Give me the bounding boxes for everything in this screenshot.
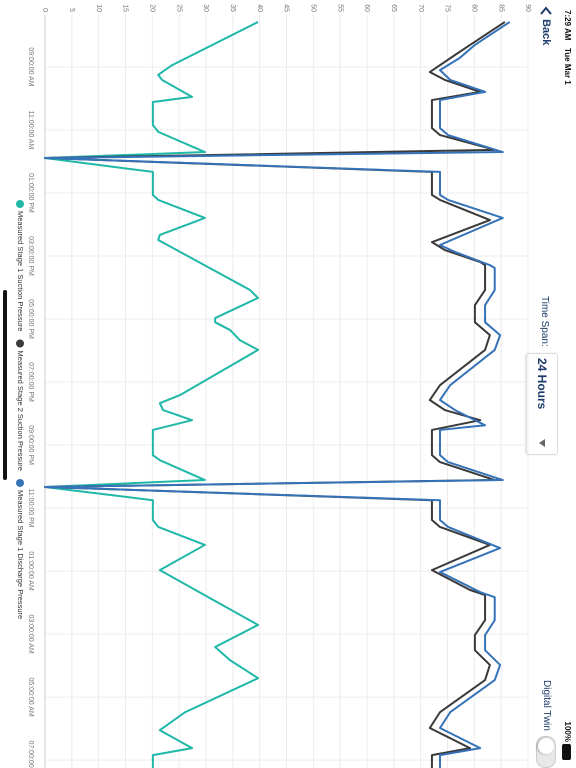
y-tick-label: 15	[122, 4, 129, 12]
y-tick-label: 50	[309, 4, 316, 12]
legend-label: Measured Stage 2 Suction Pressure	[16, 350, 25, 470]
x-tick-label: 11:00:00 AM	[27, 111, 34, 150]
y-tick-label: 65	[390, 4, 397, 12]
x-tick-label: 05:00:00 AM	[27, 677, 34, 716]
y-tick-label: 20	[148, 4, 155, 12]
x-tick-label: 05:00:00 PM	[27, 299, 34, 339]
y-tick-label: 25	[175, 4, 182, 12]
y-tick-label: 60	[363, 4, 370, 12]
y-tick-label: 55	[336, 4, 343, 12]
x-tick-label: 07:00:00 PM	[27, 362, 34, 402]
y-tick-label: 5	[68, 8, 75, 12]
y-tick-label: 90	[524, 4, 531, 12]
y-tick-label: 40	[256, 4, 263, 12]
y-tick-label: 45	[283, 4, 290, 12]
legend-swatch	[16, 339, 24, 348]
y-tick-label: 80	[470, 4, 477, 12]
y-tick-label: 10	[95, 4, 102, 12]
y-tick-label: 70	[417, 4, 424, 12]
dropdown-arrow	[539, 439, 545, 447]
series-line	[44, 21, 506, 768]
legend-item: Measured Stage 2 Suction Pressure	[16, 339, 25, 471]
legend-item: Measured Stage 1 Discharge Pressure	[16, 478, 25, 619]
x-tick-label: 03:00:00 PM	[27, 236, 34, 276]
x-tick-label: 11:00:00 PM	[27, 488, 34, 527]
y-tick-label: 85	[497, 4, 504, 12]
legend-swatch	[16, 478, 24, 487]
x-tick-label: 01:00:00 AM	[27, 551, 34, 590]
legend: Measured Stage 1 Suction Pressure Measure…	[16, 200, 25, 619]
y-tick-label: 75	[444, 4, 451, 12]
legend-label: Measured Stage 1 Suction Pressure	[16, 211, 25, 331]
legend-label: Measured Stage 1 Discharge Pressure	[16, 490, 25, 619]
y-tick-label: 0	[41, 8, 48, 12]
y-tick-label: 35	[229, 4, 236, 12]
series-line	[44, 21, 260, 768]
x-tick-label: 07:00:00 AM	[27, 740, 34, 768]
time-span-dropdown[interactable]: 24 Hours	[526, 353, 558, 455]
x-tick-label: 01:00:00 PM	[27, 173, 34, 213]
x-tick-label: 09:00:00 PM	[27, 425, 34, 465]
legend-swatch	[16, 200, 24, 208]
x-tick-label: 03:00:00 AM	[27, 614, 34, 653]
back-button[interactable]: Back	[540, 6, 552, 45]
y-tick-label: 30	[202, 4, 209, 12]
series-line	[44, 21, 511, 768]
back-chevron	[540, 6, 552, 15]
home-indicator	[3, 290, 7, 480]
x-tick-label: 09:00:00 AM	[27, 47, 34, 86]
legend-item: Measured Stage 1 Suction Pressure	[16, 200, 25, 331]
